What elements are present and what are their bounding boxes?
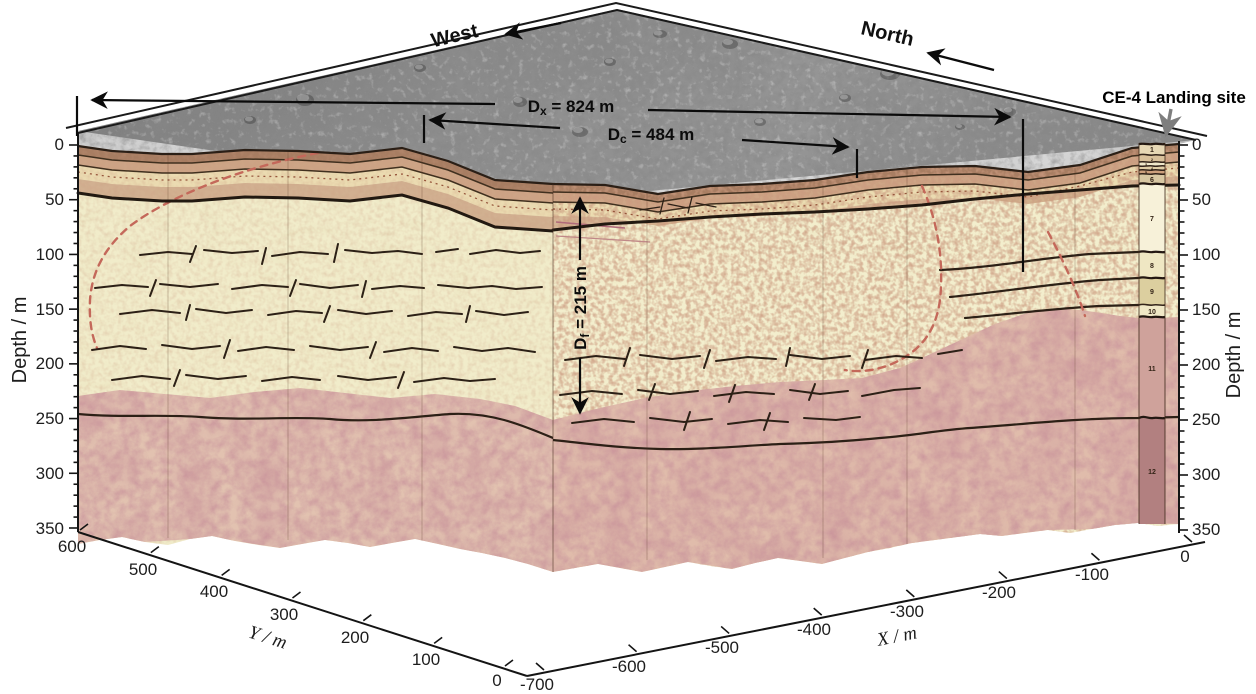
dashed-unit-outline-right-b xyxy=(1046,230,1087,318)
x-axis xyxy=(526,541,1206,677)
svg-text:7: 7 xyxy=(1150,216,1154,223)
svg-text:11: 11 xyxy=(1148,366,1156,373)
column-unit-numbers: 1 2 3 4 5 6 7 8 9 10 11 12 xyxy=(1145,147,1156,476)
svg-text:250: 250 xyxy=(36,409,64,428)
svg-text:3: 3 xyxy=(1145,162,1148,167)
svg-text:12: 12 xyxy=(1148,469,1156,476)
annotations: West North CE-4 Landing site Dx = 824 m … xyxy=(75,17,1246,415)
svg-text:0: 0 xyxy=(1192,135,1201,154)
dashed-unit-outline-right-a xyxy=(843,184,943,373)
svg-text:150: 150 xyxy=(1192,300,1220,319)
svg-text:400: 400 xyxy=(200,582,228,601)
y-axis-labels: 600 500 400 300 200 100 0 xyxy=(58,537,502,690)
svg-text:600: 600 xyxy=(58,537,86,556)
depth-axis-left-labels: 0 50 100 150 200 250 300 350 xyxy=(36,135,64,538)
depth-axis-title-right: Depth / m xyxy=(1223,312,1245,399)
svg-text:10: 10 xyxy=(1148,309,1156,316)
column-boundaries xyxy=(1138,142,1166,420)
svg-text:5: 5 xyxy=(1145,170,1148,175)
svg-text:6: 6 xyxy=(1150,177,1154,184)
df-label: Df = 215 m xyxy=(571,266,592,350)
top-face-inner-outline xyxy=(77,8,1197,141)
svg-text:300: 300 xyxy=(270,605,298,624)
svg-text:50: 50 xyxy=(1192,190,1211,209)
dimension-dc: Dc = 484 m xyxy=(422,112,859,178)
left-face-thick-reflector xyxy=(76,191,555,233)
x-axis-labels: -700 -600 -500 -400 -300 -200 -100 0 xyxy=(520,547,1190,694)
ce4-landing-site-arrow-icon xyxy=(1158,108,1182,138)
svg-text:350: 350 xyxy=(36,519,64,538)
svg-text:-600: -600 xyxy=(612,657,646,676)
svg-text:300: 300 xyxy=(1192,465,1220,484)
svg-text:200: 200 xyxy=(341,628,369,647)
svg-text:200: 200 xyxy=(36,354,64,373)
right-face-thick-reflector xyxy=(551,183,1181,232)
dimension-dx: Dx = 824 m xyxy=(75,91,1025,272)
north-arrow-icon xyxy=(926,48,995,72)
svg-text:-200: -200 xyxy=(982,583,1016,602)
dc-label: Dc = 484 m xyxy=(608,125,695,146)
right-face-mosaic-seams xyxy=(646,168,1076,560)
svg-text:0: 0 xyxy=(55,135,64,154)
left-face-mosaic-seams xyxy=(167,150,423,545)
svg-text:-700: -700 xyxy=(520,675,554,694)
svg-text:4: 4 xyxy=(1151,166,1154,171)
axes: 0 50 100 150 200 250 300 350 0 50 100 15… xyxy=(9,133,1245,694)
svg-text:0: 0 xyxy=(492,671,501,690)
top-face-outer-outline xyxy=(65,1,1208,137)
dimension-df: Df = 215 m xyxy=(571,196,592,415)
svg-text:150: 150 xyxy=(36,300,64,319)
left-face-surface-line xyxy=(77,144,554,186)
left-face-fault-ticks xyxy=(149,243,471,389)
right-face-radargram xyxy=(551,142,1181,572)
svg-text:100: 100 xyxy=(36,245,64,264)
depth-axis-title-left: Depth / m xyxy=(9,297,31,384)
svg-text:100: 100 xyxy=(412,650,440,669)
dx-label: Dx = 824 m xyxy=(528,97,615,118)
svg-text:1: 1 xyxy=(1150,147,1154,154)
svg-text:-300: -300 xyxy=(890,602,924,621)
left-face-reflector-segments xyxy=(91,248,543,383)
svg-text:-400: -400 xyxy=(797,620,831,639)
svg-text:200: 200 xyxy=(1192,355,1220,374)
svg-text:250: 250 xyxy=(1192,410,1220,429)
dashed-unit-outline-left xyxy=(88,151,320,350)
svg-text:350: 350 xyxy=(1192,520,1220,539)
svg-text:2: 2 xyxy=(1151,157,1154,162)
ce4-landing-site-label: CE-4 Landing site xyxy=(1102,88,1246,107)
svg-text:9: 9 xyxy=(1150,289,1154,296)
svg-text:-500: -500 xyxy=(705,638,739,657)
svg-text:300: 300 xyxy=(36,464,64,483)
svg-text:0: 0 xyxy=(1180,547,1189,566)
right-face-fault-ticks xyxy=(623,196,869,431)
west-arrow-icon xyxy=(504,21,562,40)
left-face-radargram xyxy=(76,144,555,572)
svg-text:8: 8 xyxy=(1150,263,1154,270)
tick-marks xyxy=(69,144,1193,671)
svg-text:50: 50 xyxy=(45,190,64,209)
svg-text:500: 500 xyxy=(129,560,157,579)
depth-axis-right-labels: 0 50 100 150 200 250 300 350 xyxy=(1192,135,1220,539)
y-axis xyxy=(77,531,528,677)
right-face-reflector-segments xyxy=(559,202,963,425)
stratigraphic-column: 1 2 3 4 5 6 7 8 9 10 11 12 xyxy=(1138,142,1166,524)
svg-text:-100: -100 xyxy=(1075,565,1109,584)
right-face-surface-line xyxy=(552,142,1180,196)
svg-text:100: 100 xyxy=(1192,245,1220,264)
